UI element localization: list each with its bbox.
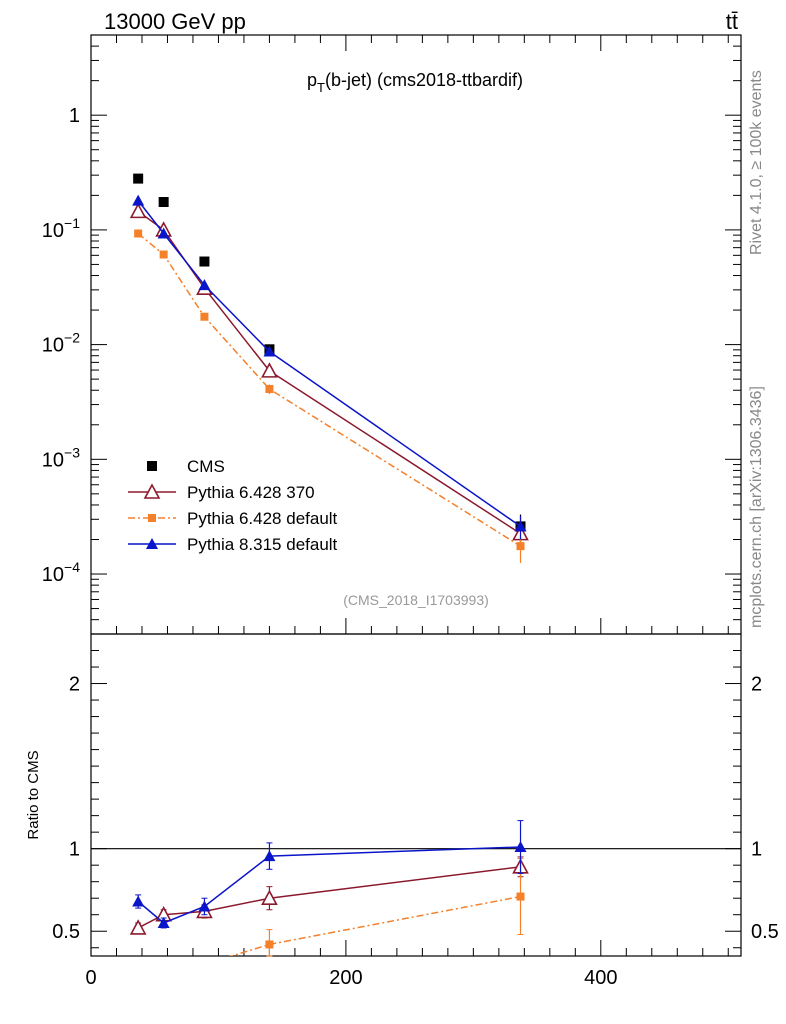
analysis-watermark: (CMS_2018_I1703993) <box>343 592 489 608</box>
data-point-pythia-6-428-default <box>134 229 143 238</box>
ratio-line-pythia-6-428-370 <box>137 866 521 929</box>
main-panel-series <box>129 173 529 563</box>
legend-marker-cms <box>147 461 157 471</box>
x-tick-label: 400 <box>584 967 617 989</box>
data-point-pythia-8-315-default <box>198 279 211 291</box>
mcplots-label: mcplots.cern.ch [arXiv:1306.3436] <box>748 386 765 628</box>
data-point-cms <box>133 173 144 184</box>
legend-label-pythia-6-428-370: Pythia 6.428 370 <box>187 483 315 502</box>
ratio-y-tick-label: 2 <box>751 674 762 696</box>
data-point-cms <box>199 256 210 267</box>
ratio-y-tick-label: 1 <box>751 839 762 861</box>
data-point-pythia-6-428-370 <box>129 202 147 219</box>
data-point-pythia-6-428-default <box>200 312 209 321</box>
legend-label-cms: CMS <box>187 457 225 476</box>
data-point-pythia-6-428-default <box>159 250 168 259</box>
legend-label-pythia-8-315-default: Pythia 8.315 default <box>187 535 338 554</box>
legend-marker-pythia-6-428-default <box>148 514 156 522</box>
y-tick-label: 10−1 <box>42 215 80 242</box>
axis-tick-labels: 0 200 400 1 10−1 10−2 10−3 10−4 0.5 0.5 1 1 2 2 <box>42 105 779 989</box>
ratio-y-tick-label: 1 <box>69 839 80 861</box>
ratio-panel-series <box>129 820 529 957</box>
ratio-point-pythia-8-315-default <box>198 900 211 912</box>
ratio-point-pythia-8-315-default <box>514 841 527 853</box>
ratio-point-pythia-6-428-370 <box>129 919 147 935</box>
chart-title: pT(b-jet) (cms2018-ttbardif) <box>307 70 523 95</box>
data-point-pythia-8-315-default <box>157 227 170 239</box>
ratio-point-pythia-6-428-370 <box>261 889 278 906</box>
series-line-pythia-8-315-default <box>137 200 521 528</box>
ratio-line-pythia-6-428-default <box>228 895 521 956</box>
data-point-pythia-8-315-default <box>514 520 527 532</box>
ratio-point-pythia-6-428-default <box>516 892 525 901</box>
ratio-y-tick-label: 0.5 <box>52 921 80 943</box>
ratio-point-pythia-8-315-default <box>263 850 276 862</box>
process-label: tt̄ <box>726 9 738 34</box>
data-point-cms <box>158 197 169 208</box>
data-point-pythia-8-315-default <box>263 345 276 357</box>
energy-label: 13000 GeV pp <box>104 9 246 34</box>
x-tick-label: 0 <box>85 967 96 989</box>
data-point-pythia-6-428-default <box>516 542 525 551</box>
ratio-point-pythia-6-428-default <box>265 940 274 949</box>
ratio-ylabel: Ratio to CMS <box>25 750 42 839</box>
ratio-point-pythia-8-315-default <box>132 895 145 907</box>
rivet-label: Rivet 4.1.0, ≥ 100k events <box>748 70 765 255</box>
y-tick-label: 10−2 <box>42 330 80 357</box>
data-point-pythia-6-428-370 <box>261 362 278 378</box>
legend: CMS Pythia 6.428 370 Pythia 6.428 default P… <box>128 457 338 554</box>
legend-marker-pythia-6-428-370 <box>143 483 161 499</box>
ratio-y-tick-label: 0.5 <box>751 921 779 943</box>
data-point-pythia-6-428-default <box>265 385 274 394</box>
y-tick-label: 10−3 <box>42 444 80 471</box>
ratio-point-pythia-8-315-default <box>157 916 170 928</box>
ratio-panel-frame <box>90 633 742 957</box>
legend-marker-pythia-8-315-default <box>146 538 158 549</box>
ratio-y-tick-label: 2 <box>69 674 80 696</box>
legend-label-pythia-6-428-default: Pythia 6.428 default <box>187 509 338 528</box>
data-point-pythia-8-315-default <box>132 194 145 206</box>
y-tick-label: 1 <box>69 105 80 127</box>
x-tick-label: 200 <box>329 967 362 989</box>
y-tick-label: 10−4 <box>42 559 80 586</box>
